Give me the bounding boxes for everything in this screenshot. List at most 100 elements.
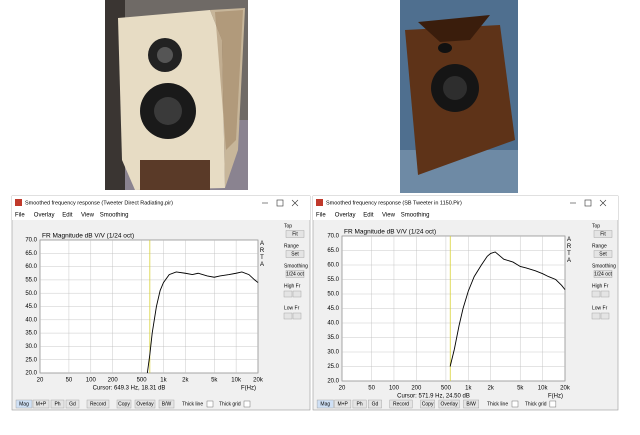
step-button[interactable] [591,312,601,320]
menu-item[interactable]: View [382,213,396,219]
toolbar-button-text[interactable]: M+P [337,401,348,407]
menu-item[interactable]: Edit [363,213,374,219]
step-button[interactable] [600,290,610,298]
cursor-readout: Cursor: 571.9 Hz, 24.50 dB [397,394,470,400]
toolbar-button-text[interactable]: Gd [372,401,379,407]
menu-item[interactable]: Smoothing [100,213,129,219]
toolbar-button[interactable] [86,399,110,409]
maximize-button[interactable] [584,199,592,207]
toolbar-button-text[interactable]: Gd [69,401,76,407]
x-tick-label: 20 [37,378,44,384]
side-button-text[interactable]: Set [599,251,607,257]
step-button[interactable] [292,312,302,320]
toolbar-button-text[interactable]: B/W [162,401,172,407]
toolbar-button-text[interactable]: B/W [466,401,476,407]
menu-item[interactable]: Overlay [34,213,55,219]
toolbar-button-text[interactable]: Overlay [136,401,154,407]
side-label: Smoothing [284,263,308,269]
toolbar-button-text[interactable]: Overlay [441,401,459,407]
close-button[interactable] [599,199,607,207]
toolbar-button[interactable] [50,399,65,409]
side-button[interactable] [593,230,613,238]
checkbox-label[interactable]: Thick line [182,401,203,407]
y-tick-label: 65.0 [25,251,37,257]
side-button[interactable] [285,250,305,258]
step-button[interactable] [292,290,302,298]
side-button-text[interactable]: Fit [600,231,606,237]
x-tick-label: 5k [211,378,218,384]
side-label: Range [592,243,607,249]
step-button[interactable] [283,312,293,320]
checkbox-label[interactable]: Thick grid [525,401,547,407]
toolbar-button[interactable] [158,399,175,409]
x-tick-label: 500 [137,378,148,384]
checkbox[interactable] [511,400,519,408]
side-label: Low Fr [592,305,608,311]
toolbar-button-text[interactable]: Copy [422,401,434,407]
x-tick-label: 100 [86,378,97,384]
toolbar-button-text[interactable]: Record [393,401,409,407]
side-select-text[interactable]: 1/24 oct [286,271,304,277]
side-button-text[interactable]: Fit [292,231,298,237]
step-button[interactable] [283,290,293,298]
toolbar-button-text[interactable]: Mag [19,401,29,407]
menu-item[interactable]: View [81,213,95,219]
side-select[interactable] [285,270,305,278]
y-tick-label: 65.0 [327,248,339,254]
toolbar-button[interactable] [352,399,367,409]
menu-item[interactable]: File [316,213,326,219]
toolbar-button-text[interactable]: Mag [320,401,330,407]
side-button[interactable] [593,250,613,258]
checkbox-label[interactable]: Thick line [487,401,508,407]
step-button[interactable] [591,290,601,298]
toolbar-button[interactable] [15,399,33,409]
toolbar-button[interactable] [316,399,334,409]
chart-title: FR Magnitude dB V/V (1/24 oct) [42,233,134,240]
toolbar-button[interactable] [116,399,132,409]
toolbar-button[interactable] [32,399,50,409]
title-bar [12,196,310,210]
x-tick-label: 2k [182,378,189,384]
menu-item[interactable]: File [15,213,25,219]
toolbar-button[interactable] [420,399,435,409]
x-tick-label: 20k [253,378,264,384]
menu-item[interactable]: Overlay [335,213,356,219]
side-select-text[interactable]: 1/24 oct [594,271,612,277]
checkbox[interactable] [243,400,251,408]
toolbar-button[interactable] [438,399,460,409]
x-tick-label: 50 [66,378,73,384]
side-button[interactable] [285,230,305,238]
close-button[interactable] [291,199,299,207]
side-button-text[interactable]: Set [291,251,299,257]
x-axis-label: F(Hz) [241,386,256,392]
toolbar-button-text[interactable]: M+P [36,401,47,407]
side-label: High Fr [284,283,301,289]
y-tick-label: 45.0 [327,306,339,312]
x-tick-label: 1k [160,378,167,384]
toolbar-button[interactable] [463,399,480,409]
response-curve [449,251,566,367]
checkbox[interactable] [206,400,214,408]
toolbar-button[interactable] [368,399,382,409]
side-select[interactable] [593,270,613,278]
side-label: Low Fr [284,305,300,311]
menu-item[interactable]: Smoothing [401,213,430,219]
toolbar-button[interactable] [65,399,80,409]
y-tick-label: 60.0 [327,263,339,269]
checkbox[interactable] [549,400,557,408]
toolbar-button-text[interactable]: Record [90,401,106,407]
brand-label: ARTA [566,237,572,265]
toolbar-button[interactable] [334,399,352,409]
toolbar-button-text[interactable]: Ph [54,401,60,407]
step-button[interactable] [600,312,610,320]
toolbar-button[interactable] [134,399,156,409]
y-tick-label: 55.0 [25,277,37,283]
y-tick-label: 25.0 [327,364,339,370]
menu-item[interactable]: Edit [62,213,73,219]
maximize-button[interactable] [276,199,284,207]
checkbox-label[interactable]: Thick grid [219,401,241,407]
x-tick-label: 200 [108,378,119,384]
toolbar-button-text[interactable]: Ph [357,401,363,407]
toolbar-button-text[interactable]: Copy [118,401,130,407]
toolbar-button[interactable] [389,399,413,409]
